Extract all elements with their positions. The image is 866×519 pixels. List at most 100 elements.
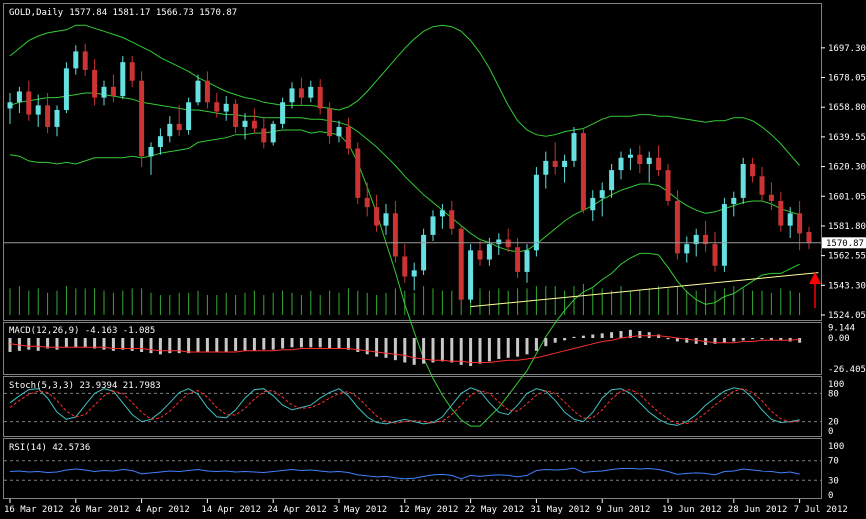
macd-histogram-bar [205, 338, 209, 352]
candle-body [674, 200, 680, 254]
macd-histogram-bar [581, 335, 585, 338]
candle-bearish [759, 167, 765, 201]
candle-body [139, 80, 145, 157]
date-tick-label: 28 Jun 2012 [728, 505, 788, 515]
macd-histogram-bar [403, 338, 407, 363]
macd-histogram-bar [422, 338, 426, 364]
rsi-layer: 100 70 30 0 [4, 442, 844, 501]
ohlc-readout: 1577.84 1581.17 1566.73 1570.87 [69, 8, 237, 18]
candle-bearish [214, 93, 220, 118]
macd-histogram-bar [544, 338, 548, 347]
rsi-tick-label: 0 [828, 491, 833, 501]
date-tick-label: 16 Mar 2012 [4, 505, 64, 515]
price-tick-label: 1601.05 [828, 192, 866, 202]
candle-bearish [703, 221, 709, 252]
candle-body [543, 160, 549, 175]
candle-bearish [327, 102, 333, 144]
candle-body [703, 234, 709, 245]
macd-histogram-bar [591, 334, 595, 338]
candle-bearish [665, 163, 671, 206]
macd-histogram-bar [393, 338, 397, 361]
candle-bearish [374, 194, 380, 232]
macd-histogram-bar [46, 338, 50, 349]
candle-bearish [129, 56, 135, 87]
candle-body [778, 200, 784, 226]
rsi-panel-frame [3, 438, 822, 499]
candle-bullish [543, 151, 549, 189]
rsi-line [9, 467, 800, 480]
candle-bearish [251, 108, 257, 134]
candle-bullish [731, 191, 737, 217]
macd-histogram-bar [534, 338, 538, 351]
macd-histogram-bar [666, 338, 670, 340]
macd-histogram-bar [610, 332, 614, 338]
macd-tick-label: -26.405 [828, 365, 866, 375]
candle-body [421, 234, 427, 271]
candle-bullish [524, 244, 530, 283]
macd-histogram-bar [694, 338, 698, 344]
macd-histogram-bar [187, 338, 191, 354]
candle-body [740, 163, 746, 198]
candle-bearish [580, 128, 586, 214]
candle-body [336, 126, 342, 137]
macd-histogram-bar [262, 338, 266, 350]
date-axis: 16 Mar 2012 26 Mar 2012 4 Apr 2012 14 Apr 2… [4, 499, 848, 515]
candle-body [317, 86, 323, 109]
candle-body [186, 102, 192, 131]
candle-bearish [778, 191, 784, 232]
date-tick-label: 3 May 2012 [333, 505, 387, 515]
candle-bullish [336, 120, 342, 143]
candle-body [787, 213, 793, 226]
macd-histogram-bar [675, 338, 679, 342]
candle-body [129, 62, 135, 81]
candle-bullish [571, 126, 577, 168]
macd-histogram-bar [93, 338, 97, 349]
macd-panel-frame [3, 322, 822, 375]
macd-histogram-bar [685, 338, 689, 343]
candle-bearish [797, 200, 803, 251]
candle-bullish [721, 197, 727, 272]
candle-body [656, 157, 662, 171]
candle-body [355, 148, 361, 198]
candle-body [157, 136, 163, 147]
candle-bearish [750, 157, 756, 183]
macd-histogram-bar [27, 338, 31, 350]
candle-bullish [157, 128, 163, 155]
candle-body [204, 80, 210, 103]
stoch-panel-title: Stoch(5,3,3) 23.9394 21.7983 [9, 381, 161, 391]
candle-body [693, 234, 699, 245]
date-tick-label: 31 May 2012 [530, 505, 590, 515]
macd-histogram-bar [516, 338, 520, 357]
macd-histogram-bar [657, 334, 661, 338]
macd-histogram-bar [572, 336, 576, 338]
macd-histogram-bar [158, 338, 162, 355]
macd-histogram-bar [365, 338, 369, 355]
price-panel-title: GOLD,Daily 1577.84 1581.17 1566.73 1570.8… [9, 8, 237, 18]
rsi-tick-label: 30 [828, 476, 839, 486]
candle-bearish [712, 231, 718, 272]
candle-bullish [308, 80, 314, 103]
candle-body [806, 232, 812, 243]
macd-histogram-bar [17, 338, 21, 351]
candle-bullish [54, 105, 60, 137]
macd-histogram-bar [299, 338, 303, 348]
candle-body [167, 123, 173, 137]
candle-bullish [439, 204, 445, 229]
stoch-tick-label: 0 [828, 427, 833, 437]
macd-histogram-bar [111, 338, 115, 351]
candle-bullish [223, 96, 229, 121]
price-tick-label: 1562.55 [828, 252, 866, 262]
candle-body [627, 154, 633, 158]
candle-bullish [684, 236, 690, 263]
price-tick-label: 1524.05 [828, 311, 866, 321]
macd-histogram-bar [638, 331, 642, 338]
candle-bearish [26, 80, 32, 121]
price-tick-label: 1697.30 [828, 44, 866, 54]
candle-bearish [392, 200, 398, 263]
macd-histogram-bar [713, 338, 717, 344]
candle-bullish [411, 262, 417, 291]
candle-body [176, 123, 182, 131]
macd-histogram-bar [318, 338, 322, 348]
candle-bullish [590, 190, 596, 222]
candle-bullish [599, 182, 605, 217]
